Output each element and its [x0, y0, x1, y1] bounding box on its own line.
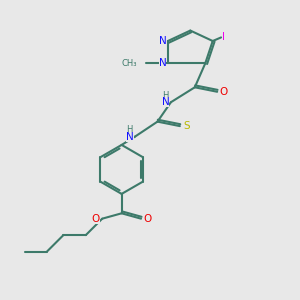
Text: S: S [183, 121, 190, 131]
Text: I: I [222, 32, 225, 41]
Text: N: N [159, 58, 167, 68]
Text: N: N [162, 97, 170, 107]
Text: CH₃: CH₃ [122, 59, 137, 68]
Text: O: O [143, 214, 152, 224]
Text: O: O [92, 214, 100, 224]
Text: H: H [162, 91, 169, 100]
Text: O: O [220, 87, 228, 97]
Text: N: N [159, 36, 167, 46]
Text: N: N [126, 132, 134, 142]
Text: H: H [127, 125, 133, 134]
